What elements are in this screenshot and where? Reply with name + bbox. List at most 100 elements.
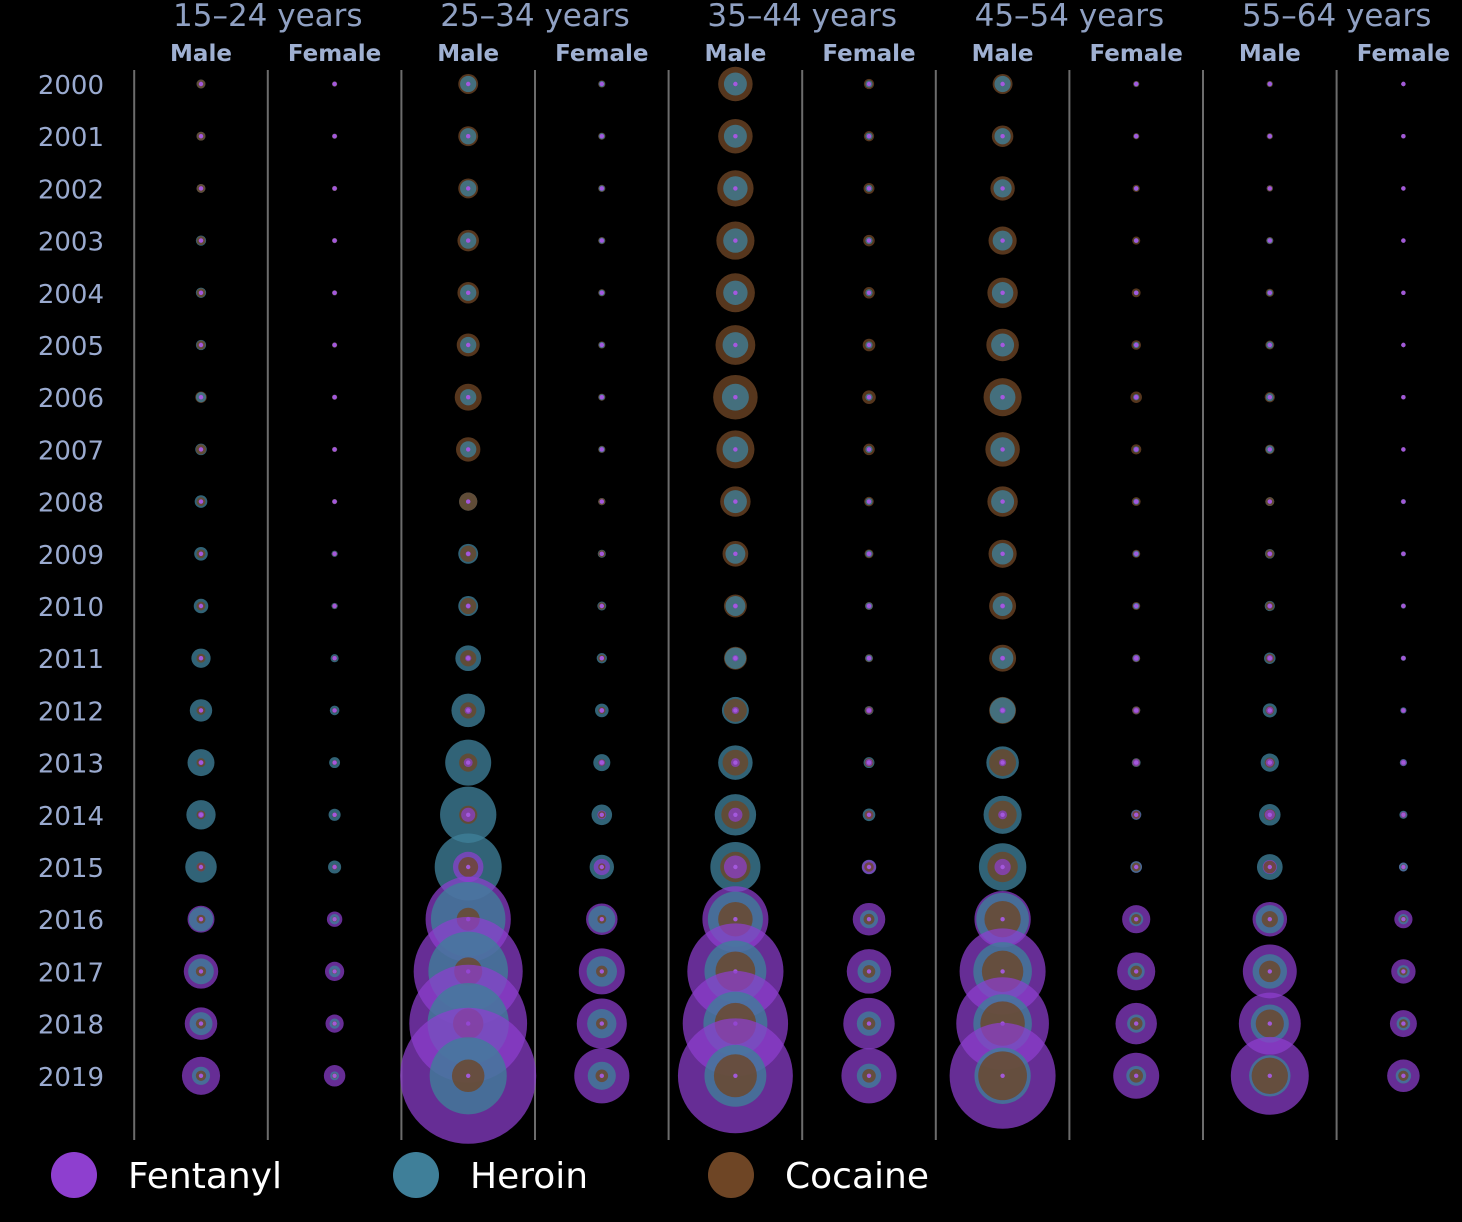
bubble-core [733,238,738,243]
bubble-core [466,134,471,139]
age-label-45-54-years: 45–54 years [975,0,1165,34]
legend: Fentanyl Heroin Cocaine [51,1152,929,1198]
bubble-core [198,395,204,400]
year-label-2015: 2015 [38,854,104,884]
bubble-core [866,290,872,295]
bubble-core [599,290,604,295]
year-label-2017: 2017 [38,958,104,988]
bubble-core [1000,864,1005,870]
bubble-core [1000,708,1005,713]
sex-label-female: Female [288,41,381,67]
bubble-core [198,290,204,295]
legend-label-cocaine: Cocaine [785,1156,929,1197]
bubble-core [198,447,204,452]
bubble-core [1267,812,1273,817]
bubble-core [1000,551,1005,556]
bubble-core [866,603,872,609]
bubble-core [198,134,204,139]
year-label-2012: 2012 [38,697,104,727]
bubble-core [1134,708,1139,713]
bubble-core [466,238,471,243]
bubble-core [733,499,738,504]
bubble-core [1134,238,1139,243]
bubble-core [1267,760,1273,765]
bubble-core [866,186,872,191]
bubble-core [733,186,738,191]
bubble-core [1134,395,1139,400]
legend-swatch-heroin [393,1152,439,1198]
bubble-core [198,81,204,87]
bubble-core [1134,603,1139,609]
bubble-core [1401,290,1406,295]
year-label-2010: 2010 [38,593,104,623]
bubble-core [466,864,471,870]
bubble-core [599,499,604,504]
bubble-core [1134,656,1139,661]
bubble-core [198,708,204,713]
bubble-core [1267,656,1273,661]
bubble-core [1267,708,1273,713]
bubble-core [1401,342,1406,348]
bubble-core [198,760,204,765]
bubble-core [866,760,872,765]
bubble-core [332,395,337,400]
bubble-core [1000,81,1005,87]
bubble-core [1000,238,1005,243]
bubble-core [733,342,738,348]
bubble-core [466,656,471,661]
year-label-2005: 2005 [38,332,104,362]
bubble-core [1000,917,1005,922]
bubble-core [198,969,204,974]
bubble-core [599,1073,604,1079]
year-label-2016: 2016 [38,906,104,936]
bubble-core [466,603,471,609]
bubble-core [1134,290,1139,295]
bubble-core [1000,186,1005,191]
year-label-2019: 2019 [38,1063,104,1093]
bubble-core [1267,395,1273,400]
year-label-2002: 2002 [38,175,104,205]
year-label-2003: 2003 [38,228,104,258]
year-label-2001: 2001 [38,123,104,153]
bubble-core [466,760,471,765]
bubble-core [1401,1021,1406,1026]
year-label-2014: 2014 [38,802,104,832]
bubble-core [1267,290,1273,295]
bubble-core [198,812,204,817]
bubble-core [866,656,872,661]
bubble-core [1134,342,1139,348]
bubble-core [1401,812,1406,817]
bubble-core [1134,969,1139,974]
sex-label-female: Female [822,41,915,67]
bubble-core [866,238,872,243]
bubble-core [1401,708,1406,713]
bubble-core [1401,186,1406,191]
year-label-2013: 2013 [38,750,104,780]
sex-labels: Male Female Male Female Male Female Male Female… [170,41,1450,67]
bubble-core [1134,864,1139,870]
column-dividers [133,70,1338,1140]
bubble-core [599,395,604,400]
bubble-core [599,238,604,243]
bubble-core [198,499,204,504]
bubble-core [599,760,604,765]
bubble-core [1134,447,1139,452]
sex-label-male: Male [972,41,1034,67]
bubble-core [1401,917,1406,922]
age-label-55-64-years: 55–64 years [1242,0,1432,34]
bubble-core [1134,499,1139,504]
age-label-15-24-years: 15–24 years [173,0,363,34]
bubble-core [733,917,738,922]
legend-label-fentanyl: Fentanyl [128,1156,282,1197]
bubble-core [332,656,337,661]
bubble-core [466,708,471,713]
bubble-core [332,134,337,139]
bubble-core [866,81,872,87]
year-label-2000: 2000 [38,71,104,101]
bubble-core [599,708,604,713]
bubble-core [1267,134,1273,139]
bubble-core [1401,864,1406,870]
bubble-core [1401,603,1406,609]
bubble-core [599,603,604,609]
bubble-core [733,760,738,765]
